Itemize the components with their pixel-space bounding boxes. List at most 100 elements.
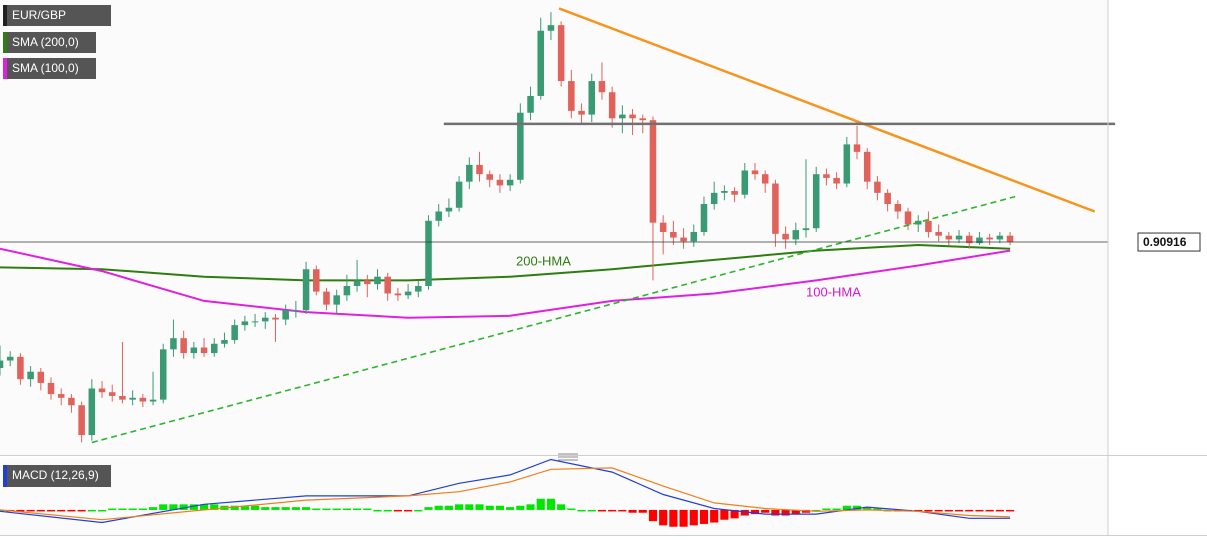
candle-body <box>445 207 453 212</box>
histogram-bar <box>914 509 923 512</box>
candle-body <box>680 237 687 242</box>
histogram-bar <box>812 509 821 512</box>
axes: 0.90916 <box>1137 232 1201 252</box>
candle-body <box>129 397 136 400</box>
candle-body <box>384 276 391 294</box>
candle-body <box>108 392 116 396</box>
histogram-bar <box>567 508 576 511</box>
histogram-bar <box>475 504 484 510</box>
histogram-bar <box>26 509 35 512</box>
histogram-bar <box>506 507 515 510</box>
histogram-bar <box>271 507 280 510</box>
histogram-bar <box>322 508 331 511</box>
histogram-bar <box>291 507 300 510</box>
histogram-bar <box>863 507 872 510</box>
candle-body <box>466 164 473 182</box>
histogram-bar <box>485 505 494 510</box>
histogram-bar <box>852 505 862 510</box>
histogram-bar <box>46 509 56 512</box>
histogram-bar <box>965 509 974 512</box>
histogram-bar <box>16 509 25 512</box>
legend-box[interactable] <box>3 5 111 26</box>
histogram-bar <box>832 508 841 511</box>
legend-swatch <box>3 465 7 487</box>
legend-box[interactable] <box>3 58 96 79</box>
candle-body <box>772 183 779 234</box>
histogram-bar <box>526 504 535 510</box>
candle-body <box>608 92 616 119</box>
candle-body <box>119 395 126 400</box>
histogram-bar <box>67 509 76 512</box>
candle-body <box>37 371 45 383</box>
legend-label: MACD (12,26,9) <box>12 468 99 482</box>
indicator-line <box>0 243 1011 282</box>
candle-body <box>812 174 820 229</box>
candle-body <box>415 286 422 292</box>
candle-body <box>700 204 708 232</box>
histogram-bar <box>465 504 474 510</box>
candle-body <box>364 280 371 285</box>
histogram-bar <box>404 509 413 512</box>
candle-body <box>272 317 279 320</box>
histogram-bar <box>97 509 107 512</box>
histogram-bar <box>444 505 453 510</box>
histogram-bar <box>261 507 270 510</box>
candle-body <box>68 397 75 406</box>
candle-body <box>568 81 575 111</box>
candle-body <box>649 120 657 223</box>
candle-body <box>282 310 289 320</box>
candle-body <box>986 237 993 240</box>
histogram-bar <box>383 509 392 512</box>
candle-body <box>78 405 85 436</box>
candle-body <box>721 190 728 193</box>
macd-line <box>0 467 1011 521</box>
candle-body <box>843 144 851 184</box>
histogram-bar <box>414 509 423 512</box>
candle-body <box>517 112 524 180</box>
candle-body <box>965 235 973 244</box>
candle-body <box>455 181 463 208</box>
histogram-bar <box>301 507 311 510</box>
candle-body <box>547 25 555 31</box>
candle-body <box>690 231 698 242</box>
candle-body <box>751 170 759 175</box>
candle-body <box>313 269 320 292</box>
candle-body <box>874 181 881 193</box>
drag-handle[interactable] <box>558 453 578 461</box>
indicator-line <box>0 247 1011 319</box>
histogram-bar <box>873 508 882 511</box>
candle-body <box>619 114 626 119</box>
candle-body <box>802 228 810 231</box>
candle-body <box>353 280 361 287</box>
histogram-bar <box>628 509 637 513</box>
legend-swatch <box>3 32 7 53</box>
histogram-bar <box>118 508 127 511</box>
legend-box[interactable] <box>3 465 111 487</box>
candle-body <box>894 204 902 212</box>
histogram-bar <box>250 505 260 510</box>
histogram-bar <box>159 504 168 510</box>
histogram-bar <box>230 505 239 510</box>
histogram-bar <box>781 509 790 516</box>
histogram-bar <box>934 509 943 512</box>
candle-body <box>0 360 4 368</box>
histogram-bar <box>128 508 137 511</box>
candle-body <box>884 192 891 205</box>
candle-body <box>557 25 565 82</box>
annotation: 200-HMA <box>516 253 571 268</box>
candle-body <box>425 220 432 287</box>
macd-panel <box>0 458 1108 535</box>
candle-body <box>323 291 330 305</box>
histogram-bar <box>577 509 586 512</box>
candle-body <box>935 231 942 236</box>
histogram-bar <box>730 509 739 519</box>
histogram-bar <box>710 509 719 523</box>
histogram-bar <box>240 505 249 510</box>
legend-box[interactable] <box>3 32 96 53</box>
candle-body <box>394 293 402 296</box>
candle-body <box>190 347 198 354</box>
candle-body <box>588 81 596 115</box>
candle-body <box>302 269 310 311</box>
histogram-bar <box>954 509 964 512</box>
